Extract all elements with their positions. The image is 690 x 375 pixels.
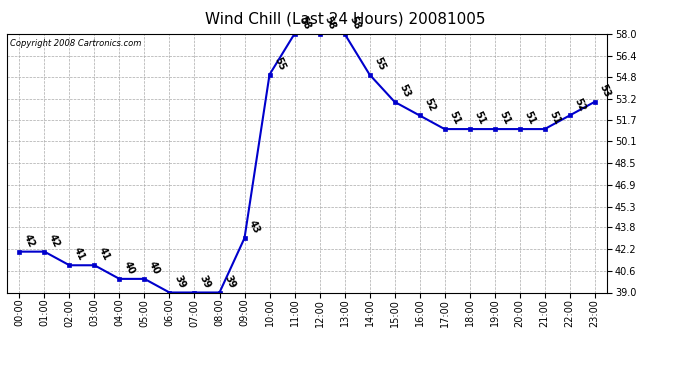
Text: 51: 51 [522,110,538,126]
Text: 53: 53 [397,82,412,99]
Text: 51: 51 [447,110,462,126]
Text: 51: 51 [547,110,562,126]
Text: 40: 40 [122,260,137,276]
Text: Copyright 2008 Cartronics.com: Copyright 2008 Cartronics.com [10,39,141,48]
Text: 39: 39 [222,273,237,290]
Text: 42: 42 [22,232,37,249]
Text: 52: 52 [573,96,587,112]
Text: 39: 39 [197,273,212,290]
Text: 41: 41 [72,246,87,262]
Text: Wind Chill (Last 24 Hours) 20081005: Wind Chill (Last 24 Hours) 20081005 [205,11,485,26]
Text: 55: 55 [373,56,387,72]
Text: 58: 58 [322,14,337,31]
Text: 39: 39 [172,273,187,290]
Text: 58: 58 [347,14,362,31]
Text: 51: 51 [497,110,512,126]
Text: 40: 40 [147,260,162,276]
Text: 42: 42 [47,232,62,249]
Text: 41: 41 [97,246,112,262]
Text: 53: 53 [598,82,612,99]
Text: 58: 58 [297,14,312,31]
Text: 43: 43 [247,219,262,235]
Text: 51: 51 [473,110,487,126]
Text: 55: 55 [273,56,287,72]
Text: 52: 52 [422,96,437,112]
